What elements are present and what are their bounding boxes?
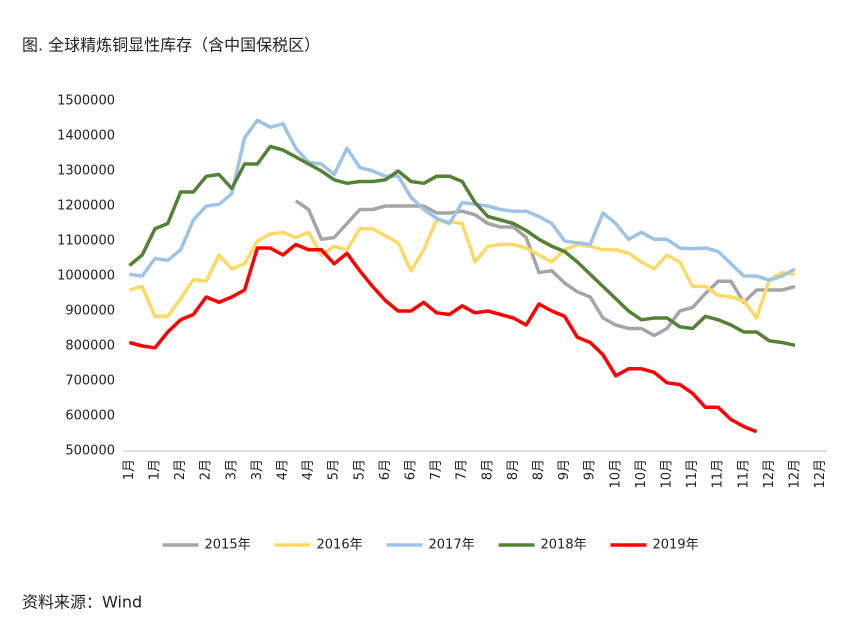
legend-label: 2015年 <box>205 538 251 553</box>
x-tick-label: 4月 <box>301 459 316 480</box>
x-tick-label: 3月 <box>250 459 265 480</box>
x-tick-label: 1月 <box>122 459 137 480</box>
legend-label: 2016年 <box>317 538 363 553</box>
y-tick-label: 500000 <box>65 444 115 459</box>
y-tick-label: 1400000 <box>57 129 115 144</box>
x-tick-label: 11月 <box>685 459 700 489</box>
series-line <box>129 118 796 282</box>
series-line <box>128 218 796 320</box>
legend-label: 2018年 <box>541 538 587 553</box>
x-tick-label: 8月 <box>532 459 547 480</box>
x-tick-label: 12月 <box>813 459 828 489</box>
x-tick-label: 12月 <box>762 459 777 489</box>
x-tick-label: 9月 <box>557 459 572 480</box>
series-line <box>294 199 796 338</box>
x-tick-label: 8月 <box>506 459 521 480</box>
x-tick-label: 7月 <box>429 459 444 480</box>
y-tick-label: 1100000 <box>57 234 115 249</box>
y-tick-label: 600000 <box>65 409 115 424</box>
x-tick-label: 7月 <box>455 459 470 480</box>
x-tick-label: 6月 <box>404 459 419 480</box>
chart-title: 图. 全球精炼铜显性库存（含中国保税区） <box>22 36 320 55</box>
x-tick-label: 6月 <box>378 459 393 480</box>
x-tick-label: 4月 <box>276 459 291 480</box>
y-tick-label: 1500000 <box>57 94 115 109</box>
y-tick-label: 900000 <box>65 304 115 319</box>
source-note: 资料来源：Wind <box>22 593 142 612</box>
x-tick-label: 2月 <box>173 459 188 480</box>
legend-label: 2017年 <box>429 538 475 553</box>
x-tick-label: 9月 <box>583 459 598 480</box>
x-tick-label: 10月 <box>608 459 623 489</box>
legend-label: 2019年 <box>653 538 699 553</box>
y-tick-label: 800000 <box>65 339 115 354</box>
x-tick-label: 5月 <box>327 459 342 480</box>
y-tick-label: 1000000 <box>57 269 115 284</box>
series-line <box>128 144 796 348</box>
y-tick-label: 700000 <box>65 374 115 389</box>
x-tick-label: 3月 <box>224 459 239 480</box>
x-tick-label: 1月 <box>148 459 163 480</box>
y-tick-label: 1300000 <box>57 164 115 179</box>
x-tick-label: 10月 <box>660 459 675 489</box>
x-tick-label: 10月 <box>634 459 649 489</box>
series-line <box>128 242 758 434</box>
x-tick-label: 5月 <box>352 459 367 480</box>
x-tick-label: 12月 <box>788 459 803 489</box>
x-tick-label: 11月 <box>736 459 751 489</box>
y-tick-label: 1200000 <box>57 199 115 214</box>
x-tick-label: 2月 <box>199 459 214 480</box>
x-tick-label: 8月 <box>480 459 495 480</box>
x-tick-label: 11月 <box>711 459 726 489</box>
